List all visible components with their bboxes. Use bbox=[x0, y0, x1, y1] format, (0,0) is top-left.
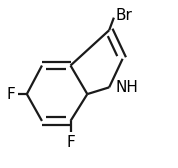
Text: F: F bbox=[66, 135, 75, 150]
Text: NH: NH bbox=[116, 80, 139, 95]
Text: F: F bbox=[6, 87, 15, 102]
Text: Br: Br bbox=[115, 8, 132, 24]
